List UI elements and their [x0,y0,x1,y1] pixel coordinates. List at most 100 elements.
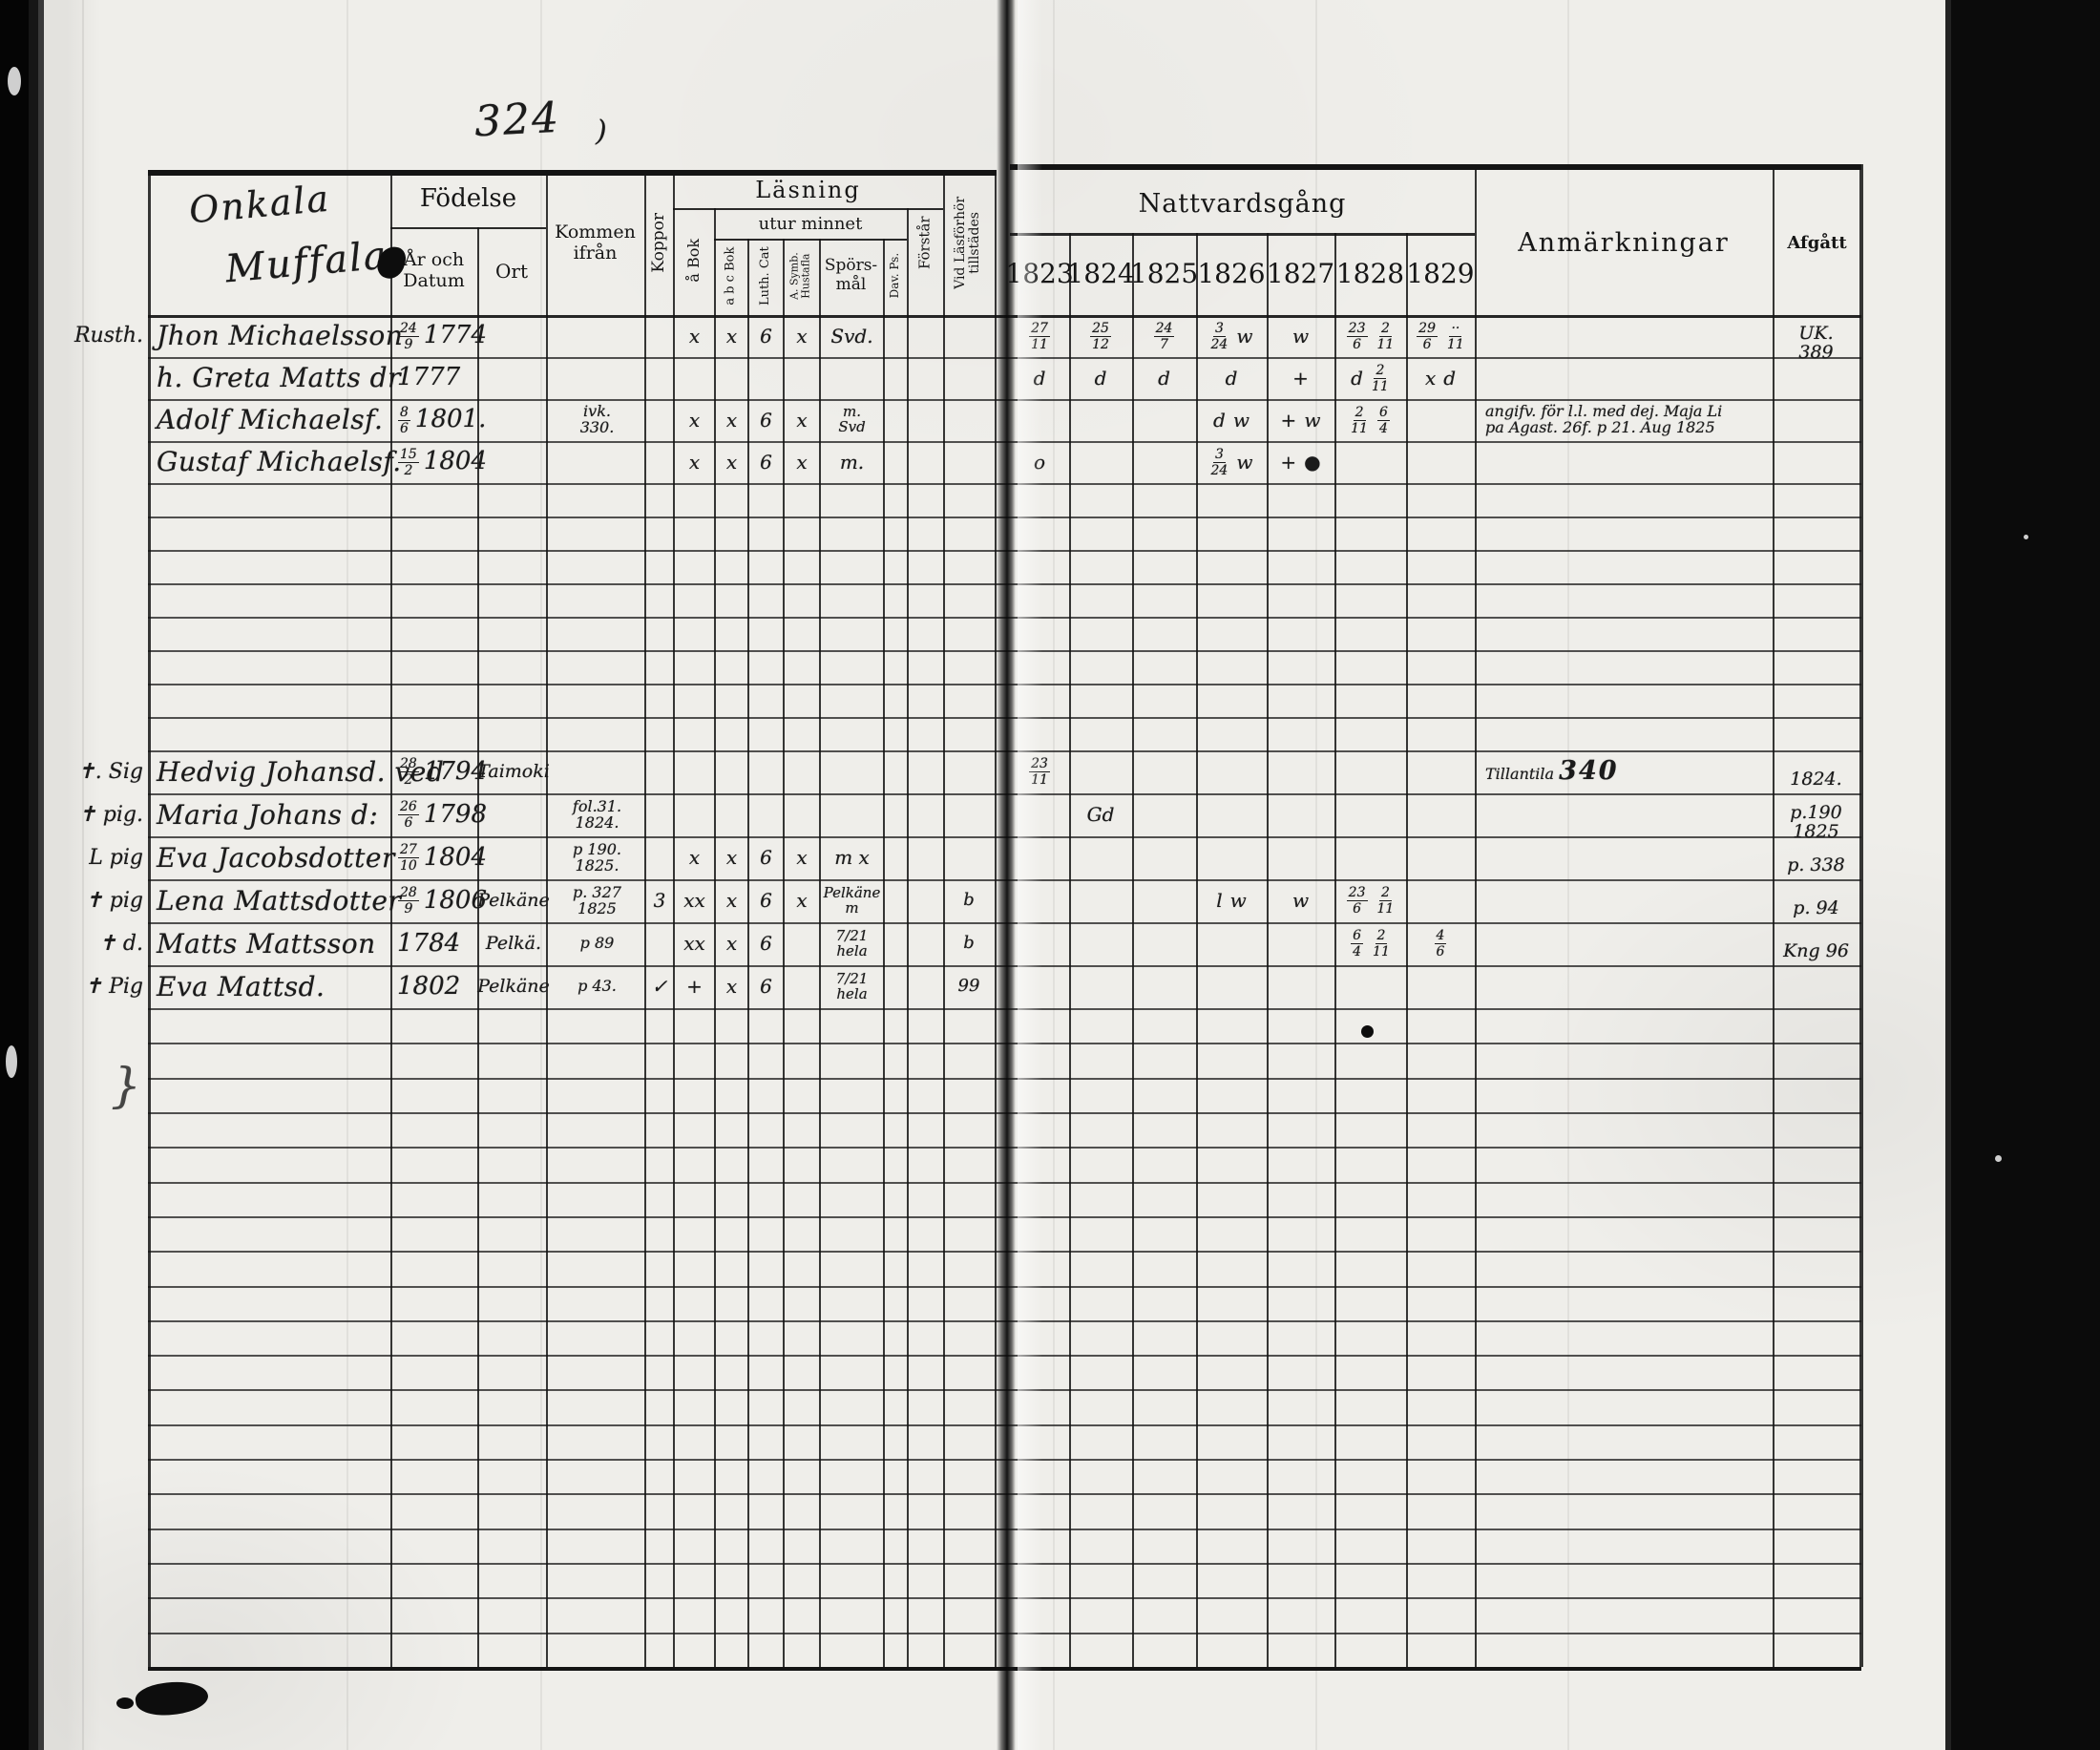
communion-1828: 23 6 2 11 [1346,885,1395,917]
header-a-bok: å Bok [683,239,703,283]
margin-note: L pig [89,845,143,870]
communion-1829: 29 6 ·· 11 [1417,320,1464,352]
grid-line [747,239,749,1667]
a-bok-mark: + [686,975,703,998]
luth-cat-mark: 6 [760,324,772,348]
grid-line [907,208,909,1667]
communion-1828: 23 6 2 11 [1346,320,1395,352]
header-ar-och-datum: År och Datum [403,249,465,291]
sporsmal-mark: Pelkäne m [823,883,881,917]
communion-1827: w [1292,889,1310,912]
film-edge-right [1945,0,2100,1750]
hustafla-mark: x [796,408,808,432]
stray-paren-mark: ) [596,115,609,148]
header-year-1826: 1826 [1197,257,1266,289]
birth-date-cell: 26 6 1798 [398,799,487,831]
communion-1826: 3 24 w [1210,446,1253,478]
lasforhor-mark: 99 [957,976,980,997]
header-forstar: Förstår [915,216,934,269]
grid-line [1859,164,1863,1667]
header-year-1824: 1824 [1066,257,1135,289]
grid-line [477,227,479,1667]
communion-1827: + w [1280,408,1321,432]
grid-line [390,170,392,1667]
scan-streak [540,0,542,1750]
birth-date-cell: 28 9 1806 [398,885,487,917]
name-cell: Matts Mattsson [157,927,376,959]
header-kommen-ifran: Kommen ifrån [555,221,636,264]
scan-streak [1315,0,1317,1750]
abc-bok-mark: x [725,889,738,912]
abc-bok-mark: x [725,975,738,998]
grid-line [1475,170,1477,1667]
kommen-ifran-cell: p 43. [578,977,617,996]
departed-cell: UK. 389 [1798,323,1834,363]
birth-date-cell: 28 2 1794 [398,756,487,788]
name-cell: Maria Johans d: [157,798,379,831]
header-luth-cat: Luth. Cat [757,246,772,306]
margin-note: Rusth. [74,324,143,348]
grid-line [1773,164,1774,1667]
grid-line [819,239,821,1667]
birth-place-cell: Pelkäne [477,975,550,997]
sporsmal-mark: m. Svd [838,403,866,435]
scan-streak [1567,0,1569,1750]
luth-cat-mark: 6 [760,408,772,432]
header-anmarkningar: Anmärkningar [1518,227,1730,258]
sporsmal-mark: 7/21 hela [835,926,869,959]
header-ort: Ort [495,260,528,283]
name-cell: Gustaf Michaelsf. [157,446,402,478]
margin-note: ✝ pig [85,888,143,913]
koppor-cell: 3 [653,889,666,912]
grid-line [673,170,675,1667]
margin-note: ✝. Sig [77,759,143,784]
birth-date-cell: 1784 [397,928,461,958]
header-afgatt: Afgått [1787,232,1847,253]
sporsmal-mark: m x [834,846,870,869]
name-cell: Lena Mattsdotter [157,884,402,917]
name-cell: Hedvig Johansd. ved [157,755,445,788]
grid-line [1010,233,1475,236]
luth-cat-mark: 6 [760,932,772,955]
remark-cell: angifv. för l.l. med dej. Maja Li pa Agas… [1485,402,1723,436]
name-cell: h. Greta Matts dr [157,362,401,394]
name-cell: Eva Mattsd. [157,970,326,1002]
name-cell: Eva Jacobsdotter [157,841,395,874]
hustafla-mark: x [796,324,808,348]
remark-cell: Tillantila 340 [1485,756,1619,787]
header-utur-minnet: utur minnet [758,213,863,234]
grid-line [783,239,785,1667]
header-lasning: Läsning [755,177,861,203]
name-cell: Jhon Michaelsson [157,320,404,352]
birth-place-cell: Taimoki [477,760,550,782]
grid-line [995,170,997,1667]
header-fodelse: Födelse [419,184,517,213]
communion-1824: 25 12 [1090,320,1111,352]
film-edge-left [0,0,44,1750]
sporsmal-mark: Svd. [830,324,873,348]
header-year-1825: 1825 [1129,257,1199,289]
grid-line [943,170,945,1667]
luth-cat-mark: 6 [760,450,772,474]
grid-line [1406,233,1408,1667]
grid-line [546,170,548,1667]
a-bok-mark: x [688,408,701,432]
grid-line [1334,233,1336,1667]
grid-line [673,208,943,210]
luth-cat-mark: 6 [760,889,772,912]
header-year-1829: 1829 [1406,257,1475,289]
header-sporsmal: Spörs-mål [824,256,878,294]
page-edge-line [82,0,84,1750]
grid-line [1132,233,1134,1667]
abc-bok-mark: x [725,408,738,432]
kommen-ifran-cell: p 190. 1825. [573,839,621,875]
luth-cat-mark: 6 [760,846,772,869]
birth-date-cell: 24 9 1774 [398,320,487,352]
grid-line [1267,233,1269,1667]
margin-note: ✝ pig. [78,802,143,827]
